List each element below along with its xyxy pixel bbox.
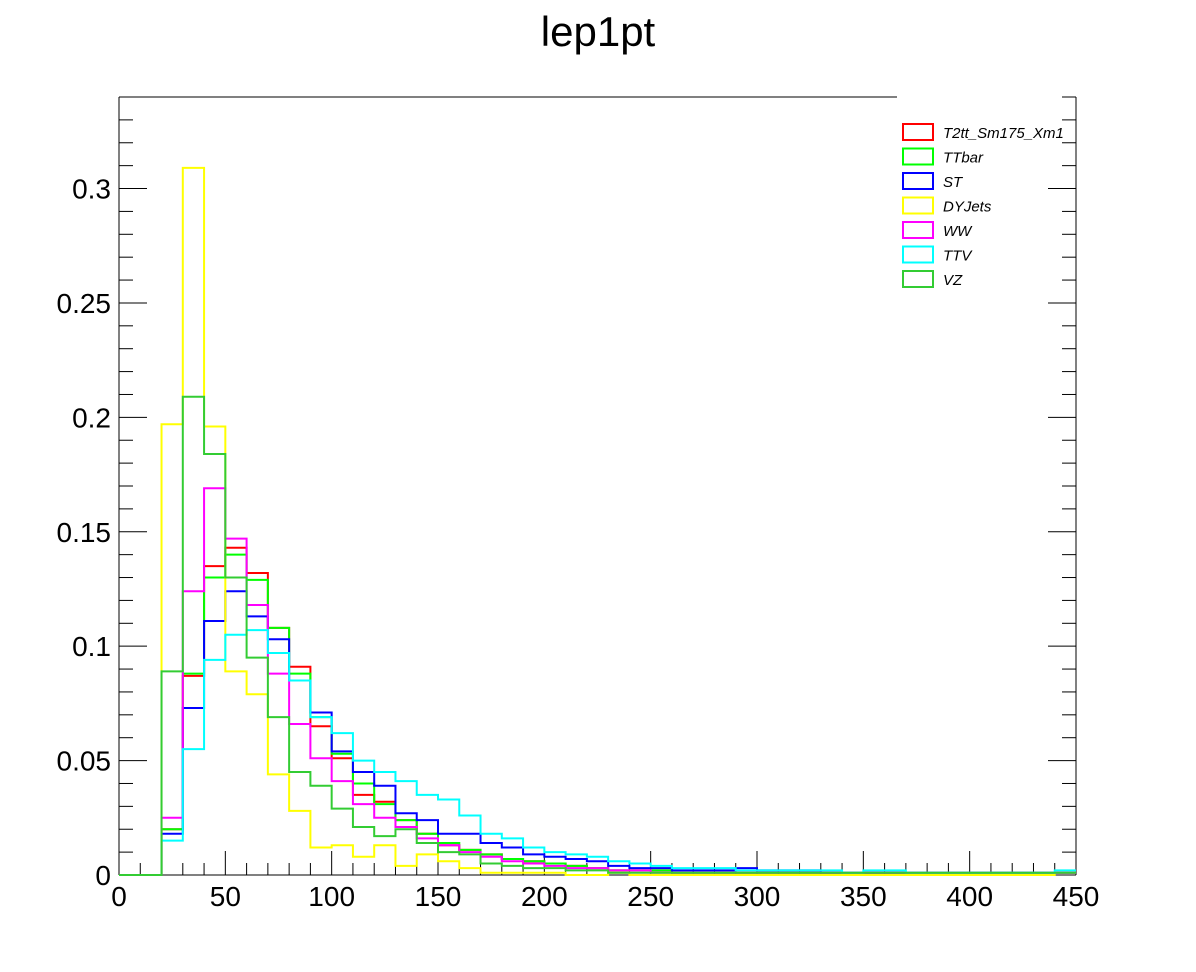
- legend-swatch: [902, 147, 934, 166]
- x-tick-label: 450: [1053, 881, 1100, 912]
- legend-swatch: [902, 270, 934, 288]
- y-tick-label: 0.3: [72, 174, 111, 205]
- legend-label: TTV: [943, 248, 973, 265]
- series-line-ST: [119, 590, 1076, 876]
- legend-label: DYJets: [943, 199, 992, 216]
- x-tick-label: 350: [840, 881, 887, 912]
- y-tick-label: 0.05: [57, 746, 112, 777]
- legend-swatch: [902, 196, 934, 215]
- series-line-VZ: [119, 395, 1076, 876]
- x-axis: 0 50 100 150 200 250 300 350 400 450: [111, 851, 1099, 912]
- x-tick-label: 300: [734, 881, 781, 912]
- x-tick-label: 0: [111, 881, 127, 912]
- y-axis: 0 0.05 0.1 0.15 0.2 0.25 0.3: [57, 96, 1076, 891]
- legend-swatch: [902, 123, 934, 141]
- y-tick-label: 0.1: [72, 631, 111, 662]
- legend-label: TTbar: [943, 150, 984, 167]
- legend-swatch: [902, 245, 934, 264]
- legend-label: ST: [943, 174, 964, 191]
- series-line-WW: [119, 487, 1076, 876]
- legend-swatch: [902, 221, 934, 239]
- legend-label: T2tt_Sm175_Xm1: [943, 125, 1064, 142]
- y-tick-label: 0.25: [57, 288, 112, 319]
- x-tick-label: 200: [521, 881, 568, 912]
- y-tick-label: 0.2: [72, 402, 111, 433]
- x-tick-label: 150: [415, 881, 462, 912]
- series-line-TTbar: [119, 553, 1076, 876]
- x-tick-label: 250: [627, 881, 674, 912]
- legend-label: VZ: [943, 272, 963, 289]
- series-line-T2tt_Sm175_Xm1: [119, 546, 1076, 876]
- y-tick-label: 0: [95, 860, 111, 891]
- legend: T2tt_Sm175_Xm1 TTbar ST DYJets WW TTV VZ: [902, 123, 1064, 289]
- series-group: [119, 166, 1076, 876]
- legend-swatch: [902, 172, 934, 190]
- legend-label: WW: [943, 223, 973, 240]
- y-tick-label: 0.15: [57, 517, 112, 548]
- x-tick-label: 50: [210, 881, 241, 912]
- series-line-DYJets: [119, 166, 1076, 876]
- x-tick-label: 100: [308, 881, 355, 912]
- chart-title: lep1pt: [541, 8, 656, 55]
- series-line-TTV: [119, 629, 1076, 876]
- x-tick-label: 400: [946, 881, 993, 912]
